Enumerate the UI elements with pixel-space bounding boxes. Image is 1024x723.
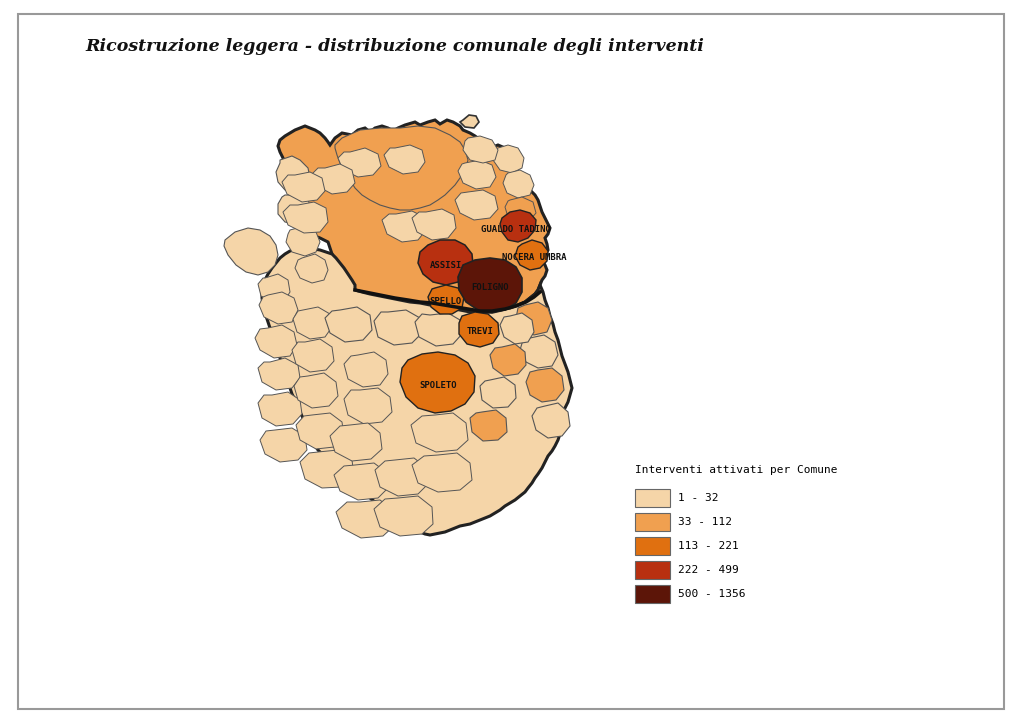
Polygon shape [334,463,388,500]
Text: 33 - 112: 33 - 112 [678,517,732,527]
Bar [635,561,670,579]
Polygon shape [505,197,536,222]
Polygon shape [296,413,344,449]
Polygon shape [532,403,570,438]
Polygon shape [262,248,572,535]
Polygon shape [411,413,468,452]
Polygon shape [382,211,426,242]
Text: NOCERA UMBRA: NOCERA UMBRA [502,254,566,262]
Polygon shape [428,285,464,314]
Text: ASSISI: ASSISI [430,260,462,270]
Polygon shape [503,170,534,198]
Polygon shape [260,428,307,462]
Polygon shape [375,458,428,496]
Polygon shape [259,292,298,324]
Bar [635,537,670,555]
Polygon shape [480,377,516,408]
Polygon shape [500,210,536,242]
Polygon shape [374,496,433,536]
Polygon shape [293,307,332,339]
Text: SPELLO: SPELLO [430,297,462,307]
Polygon shape [336,500,394,538]
Polygon shape [276,156,310,192]
Polygon shape [295,254,328,283]
Polygon shape [294,373,338,408]
Polygon shape [460,115,479,128]
Polygon shape [458,258,522,313]
Polygon shape [258,358,300,390]
Polygon shape [338,148,381,177]
Text: GUALDO TADINO: GUALDO TADINO [481,226,551,234]
Polygon shape [286,226,319,256]
Polygon shape [516,302,552,335]
Polygon shape [418,240,473,285]
Polygon shape [458,160,496,189]
Text: Interventi attivati per Comune: Interventi attivati per Comune [635,465,838,475]
Polygon shape [384,145,425,174]
Polygon shape [415,313,462,346]
Polygon shape [283,202,328,233]
Polygon shape [500,313,534,344]
Polygon shape [335,126,468,210]
Polygon shape [515,240,548,270]
Text: Ricostruzione leggera - distribuzione comunale degli interventi: Ricostruzione leggera - distribuzione co… [85,38,703,55]
Polygon shape [463,136,498,163]
Polygon shape [312,164,355,194]
Polygon shape [459,312,499,347]
Bar [635,513,670,531]
Polygon shape [374,310,422,345]
Polygon shape [330,423,382,461]
Bar [635,585,670,603]
Polygon shape [258,274,290,302]
Polygon shape [344,388,392,424]
Polygon shape [278,195,312,225]
Polygon shape [258,392,302,426]
Polygon shape [282,172,325,202]
Polygon shape [400,352,475,413]
Polygon shape [224,228,278,275]
Polygon shape [292,339,334,372]
Text: 113 - 221: 113 - 221 [678,541,738,551]
Polygon shape [493,145,524,173]
Polygon shape [526,368,564,402]
Polygon shape [255,325,297,358]
Bar [635,489,670,507]
Polygon shape [300,450,354,488]
Text: TREVI: TREVI [467,328,494,336]
Polygon shape [520,335,558,368]
Polygon shape [455,190,498,220]
Polygon shape [470,410,507,441]
Polygon shape [278,120,550,313]
Polygon shape [412,453,472,492]
Text: SPOLETO: SPOLETO [419,380,457,390]
Text: 222 - 499: 222 - 499 [678,565,738,575]
Polygon shape [325,307,372,342]
Text: 500 - 1356: 500 - 1356 [678,589,745,599]
Text: 1 - 32: 1 - 32 [678,493,719,503]
Polygon shape [344,352,388,387]
Text: FOLIGNO: FOLIGNO [471,283,509,293]
Polygon shape [412,209,456,240]
Polygon shape [490,344,526,376]
